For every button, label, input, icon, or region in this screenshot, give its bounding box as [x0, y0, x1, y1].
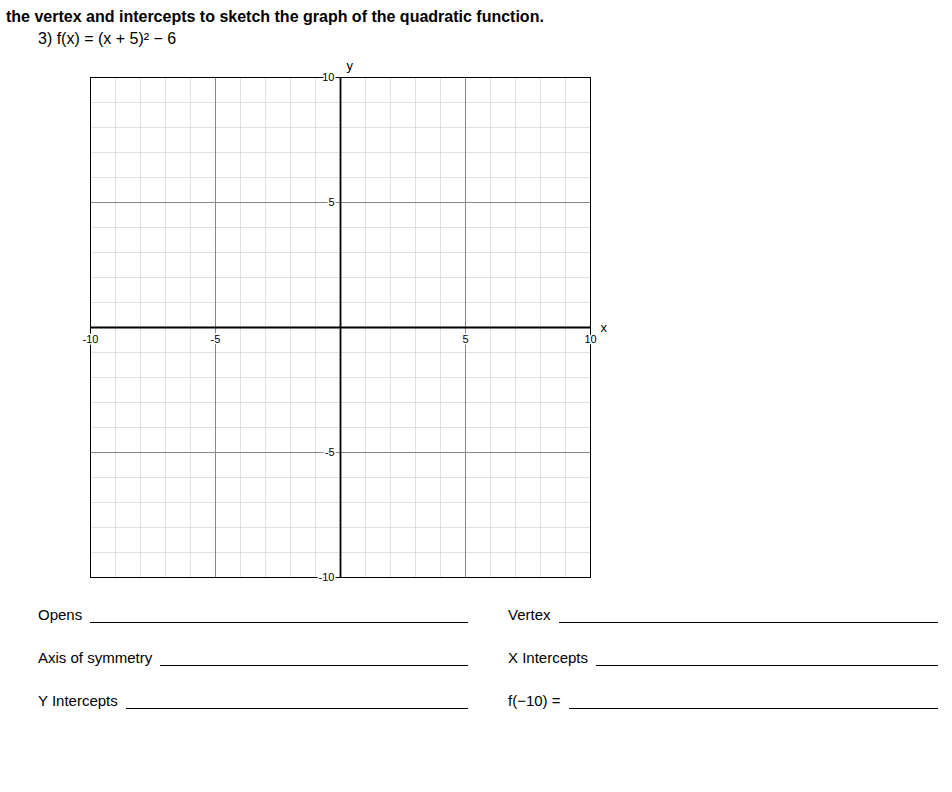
html-text:Y Intercepts: Y Intercepts — [38, 692, 118, 709]
html-text:Opens: Opens — [38, 606, 83, 623]
svg-text:10: 10 — [322, 71, 334, 83]
svg-text:-5: -5 — [325, 446, 335, 458]
html-text:Axis of symmetry: Axis of symmetry — [38, 649, 153, 666]
svg-text:y: y — [347, 58, 354, 73]
svg-text:-5: -5 — [211, 333, 221, 345]
svg-text:5: 5 — [328, 196, 334, 208]
svg-text:-10: -10 — [319, 571, 335, 583]
html-text:the vertex and intercepts to s: the vertex and intercepts to sketch the … — [6, 8, 544, 25]
svg-text:-10: -10 — [83, 333, 99, 345]
svg-text:x: x — [601, 320, 608, 335]
html-text:3) f(x) = (x + 5)² − 6: 3) f(x) = (x + 5)² − 6 — [38, 30, 177, 47]
html-text:f(−10) =: f(−10) = — [508, 692, 561, 709]
html-text:Vertex: Vertex — [508, 606, 551, 623]
html-text:X Intercepts: X Intercepts — [508, 649, 588, 666]
svg-text:10: 10 — [584, 333, 596, 345]
svg-text:5: 5 — [462, 333, 468, 345]
